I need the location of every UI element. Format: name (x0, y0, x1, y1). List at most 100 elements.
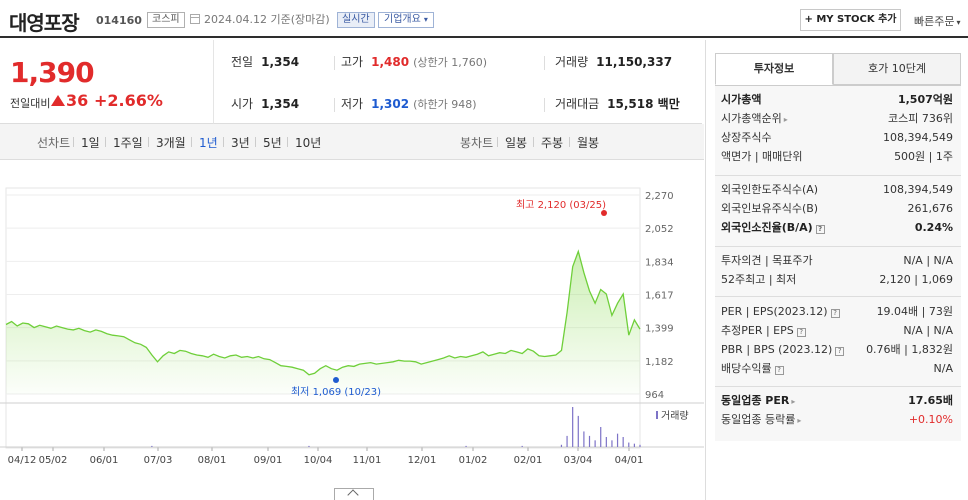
tab-10y[interactable]: 10년 (295, 136, 322, 150)
chevron-right-icon: ▸ (791, 397, 796, 406)
volume-bar (465, 445, 467, 447)
info-label: 외국인한도주식수(A) (721, 183, 819, 196)
tab-5y[interactable]: 5년 (263, 136, 282, 150)
info-label: 시가총액순위 ▸ (721, 112, 788, 125)
divider (223, 137, 224, 147)
chart-frame (5, 187, 641, 449)
info-value: 19.04배 | 73원 (876, 305, 953, 318)
info-label: 외국인보유주식수(B) (721, 202, 819, 215)
info-label: 외국인소진율(B/A)? (721, 219, 825, 236)
chevron-right-icon: ▸ (797, 416, 802, 425)
realtime-badge[interactable]: 실시간 (337, 12, 375, 28)
company-info-label: 기업개요 (384, 14, 421, 25)
info-label: 동일업종 PER ▸ (721, 394, 796, 407)
stat-value: 1,354 (261, 55, 300, 69)
tab-3y[interactable]: 3년 (231, 136, 250, 150)
volume-bar (583, 431, 585, 447)
tab-monthly[interactable]: 월봉 (577, 136, 600, 150)
stat-high: 고가 1,480 (상한가 1,760) (341, 52, 487, 72)
volume-bar (308, 445, 310, 447)
quick-order-button[interactable]: 빠른주문 ▾ (914, 13, 961, 29)
price-chart[interactable]: 2,270 2,052 1,834 1,617 1,399 1,182 964 04/12 05… (0, 160, 704, 500)
info-value: 500원 | 1주 (894, 150, 953, 163)
info-value: 17.65배 (908, 394, 953, 407)
help-icon[interactable]: ? (835, 347, 845, 356)
stock-name: 대영포장 (9, 11, 80, 35)
info-row[interactable]: 시가총액순위 ▸ 코스피 736위 (721, 110, 953, 127)
stat-trade-value: 거래대금 15,518 백만 (555, 94, 680, 114)
help-icon[interactable]: ? (830, 309, 840, 318)
info-row: PER | EPS(2023.12)? 19.04배 | 73원 (721, 303, 953, 320)
tab-investment-info[interactable]: 투자정보 (715, 53, 833, 85)
tab-weekly[interactable]: 주봉 (541, 136, 564, 150)
info-row: 시가총액 1,507억원 (721, 91, 953, 108)
tab-1d[interactable]: 1일 (81, 136, 100, 150)
stat-open: 시가 1,354 (231, 94, 299, 114)
help-icon[interactable]: ? (815, 225, 825, 234)
candle-chart-label[interactable]: 봉차트 (460, 136, 494, 150)
x-tick-label: 06/01 (90, 455, 119, 466)
upper-limit: (상한가 1,760) (413, 56, 487, 69)
tab-1y[interactable]: 1년 (199, 136, 218, 150)
info-value: N/A | N/A (903, 254, 953, 267)
info-value: +0.10% (908, 413, 953, 426)
info-row: 52주최고 | 최저 2,120 | 1,069 (721, 271, 953, 288)
chart-period-tabs: 선차트 1일 1주일 3개월 1년 3년 5년 10년 봉차트 일봉 주봉 월봉 (0, 124, 704, 160)
divider (533, 137, 534, 147)
tab-3m[interactable]: 3개월 (156, 136, 186, 150)
x-tick-label: 10/04 (304, 455, 333, 466)
info-row: PBR | BPS (2023.12)? 0.76배 | 1,832원 (721, 341, 953, 358)
y-tick-label: 1,182 (645, 357, 674, 368)
high-marker (601, 210, 607, 216)
chevron-down-icon: ▾ (423, 15, 428, 24)
tab-daily[interactable]: 일봉 (505, 136, 528, 150)
stat-label: 저가 (341, 97, 364, 111)
info-value: 108,394,549 (883, 183, 953, 196)
chevron-right-icon: ▸ (783, 115, 788, 124)
divider (287, 137, 288, 147)
group-divider (715, 296, 961, 297)
price-area (6, 251, 640, 394)
divider (569, 137, 570, 147)
date-info: 2024.04.12 기준(장마감) (190, 12, 330, 28)
volume-bar (633, 443, 635, 447)
info-row[interactable]: 동일업종 등락률 ▸ +0.10% (721, 411, 953, 428)
volume-bar (151, 445, 153, 447)
volume-bar (521, 445, 523, 447)
info-label: 시가총액 (721, 93, 762, 106)
x-tick-label: 03/04 (564, 455, 593, 466)
price-line (5, 249, 641, 376)
stock-code: 014160 (96, 14, 142, 27)
stat-low: 저가 1,302 (하한가 948) (341, 94, 477, 114)
price-stats: 전일 1,354 고가 1,480 (상한가 1,760) 거래량 11,150,337… (214, 40, 702, 124)
info-label: PBR | BPS (2023.12)? (721, 341, 845, 358)
tab-orderbook-10[interactable]: 호가 10단계 (833, 53, 961, 85)
help-icon[interactable]: ? (774, 366, 784, 375)
company-info-button[interactable]: 기업개요 ▾ (378, 12, 434, 28)
info-row: 배당수익률? N/A (721, 360, 953, 377)
volume-bar (594, 440, 596, 447)
mystock-add-button[interactable]: + MY STOCK 추가 (800, 9, 901, 31)
x-tick-label: 02/01 (514, 455, 543, 466)
stat-label: 거래대금 (555, 97, 600, 111)
expand-chart-button[interactable] (334, 488, 374, 500)
divider (73, 137, 74, 147)
line-chart-label[interactable]: 선차트 (37, 136, 71, 150)
volume-bar (560, 444, 563, 447)
tab-1w[interactable]: 1주일 (113, 136, 143, 150)
info-label: 액면가 | 매매단위 (721, 150, 803, 163)
volume-bar (622, 437, 624, 447)
info-label: PER | EPS(2023.12)? (721, 303, 840, 320)
info-row: 추정PER | EPS? N/A | N/A (721, 322, 953, 339)
investment-info-body: 시가총액 1,507억원 시가총액순위 ▸ 코스피 736위 상장주식수 108,394,5… (715, 85, 961, 441)
divider (544, 56, 545, 70)
change-label: 전일대비 (10, 97, 51, 110)
info-label: 상장주식수 (721, 131, 772, 144)
calendar-icon (190, 14, 200, 24)
x-tick-label: 01/02 (459, 455, 488, 466)
x-tick-label: 09/01 (254, 455, 283, 466)
info-row: 상장주식수 108,394,549 (721, 129, 953, 146)
info-row[interactable]: 동일업종 PER ▸ 17.65배 (721, 392, 953, 409)
divider (334, 98, 335, 112)
help-icon[interactable]: ? (796, 328, 806, 337)
